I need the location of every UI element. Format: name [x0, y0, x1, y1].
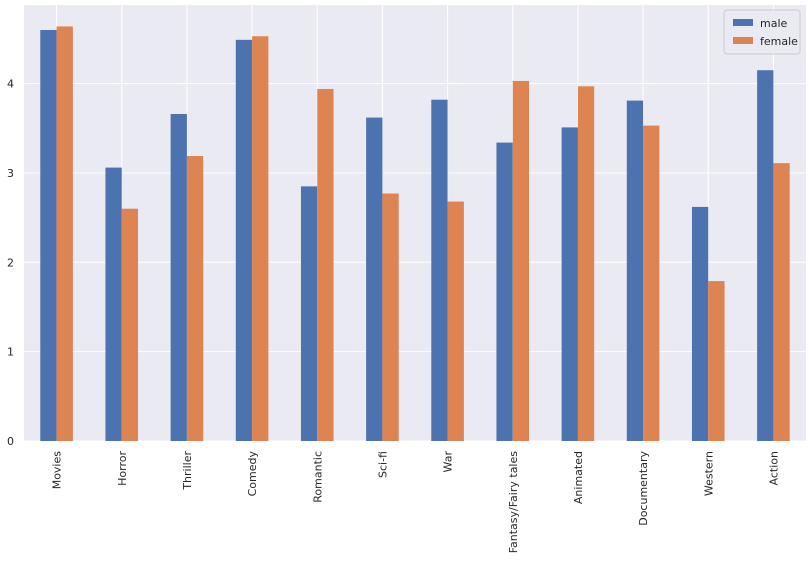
- bar-female-7: [512, 80, 530, 441]
- x-tick-label-1: Horror: [116, 451, 129, 486]
- bar-male-4: [300, 186, 318, 441]
- x-tick-label-4: Romantic: [311, 451, 324, 503]
- plot-background: [24, 5, 806, 441]
- y-axis-ticks: 0 1 2 3 4: [7, 78, 14, 448]
- bar-female-5: [382, 193, 399, 441]
- bar-female-0: [56, 26, 73, 441]
- bar-female-10: [708, 281, 725, 441]
- y-tick-label-3: 3: [7, 167, 14, 180]
- bar-male-6: [431, 99, 448, 441]
- y-tick-label-0: 0: [7, 435, 14, 448]
- bar-female-8: [577, 86, 595, 441]
- bar-female-1: [121, 208, 139, 441]
- bar-male-10: [691, 206, 709, 441]
- bar-female-9: [643, 125, 660, 442]
- bar-male-0: [40, 30, 57, 442]
- legend-label-female: female: [760, 35, 798, 48]
- legend-label-male: male: [760, 17, 788, 30]
- bar-male-2: [170, 114, 187, 441]
- x-tick-label-11: Action: [767, 451, 780, 485]
- bar-female-4: [317, 88, 334, 441]
- bars: [40, 26, 790, 442]
- legend-swatch-female: [733, 37, 753, 44]
- bar-male-7: [496, 142, 513, 442]
- bar-male-1: [105, 167, 122, 441]
- y-tick-label-2: 2: [7, 256, 14, 269]
- bar-female-11: [773, 163, 790, 441]
- x-tick-label-10: Western: [702, 451, 715, 496]
- x-tick-label-6: War: [442, 451, 455, 473]
- x-tick-label-8: Animated: [572, 451, 585, 504]
- legend: male female: [723, 9, 801, 55]
- bar-male-3: [235, 39, 253, 441]
- y-tick-label-4: 4: [7, 78, 14, 91]
- x-axis-ticks: Movies Horror Thriller Comedy Romantic Sci-fi…: [51, 451, 781, 554]
- bar-male-8: [561, 127, 578, 441]
- bar-female-6: [447, 201, 464, 441]
- x-tick-label-9: Documentary: [637, 451, 650, 526]
- bar-female-2: [186, 155, 204, 441]
- x-tick-label-2: Thriller: [181, 451, 194, 491]
- legend-swatch-male: [733, 19, 753, 26]
- bar-male-11: [757, 70, 774, 441]
- bar-male-5: [366, 117, 383, 442]
- x-tick-label-7: Fantasy/Fairy tales: [507, 451, 520, 554]
- bar-male-9: [626, 100, 644, 441]
- x-tick-label-0: Movies: [51, 451, 64, 490]
- y-tick-label-1: 1: [7, 346, 14, 359]
- bar-female-3: [252, 36, 269, 441]
- x-tick-label-5: Sci-fi: [376, 451, 389, 478]
- x-tick-label-3: Comedy: [246, 451, 259, 497]
